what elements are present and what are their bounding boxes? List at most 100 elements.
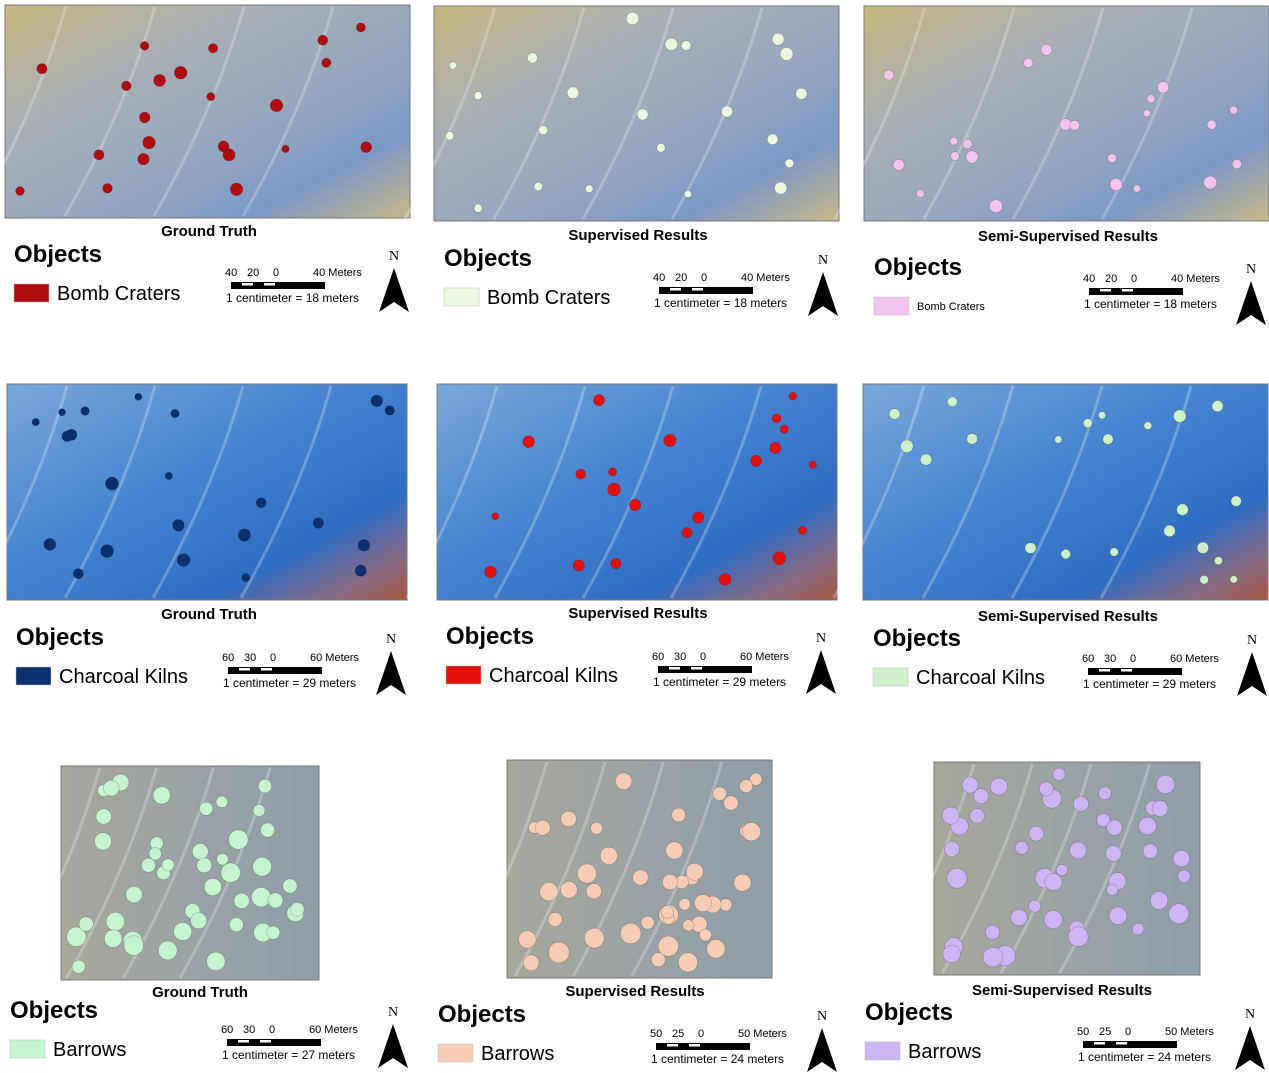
object-marker [519, 931, 536, 948]
object-marker [1061, 549, 1071, 559]
scale-bar-segment [669, 670, 680, 673]
object-marker [785, 159, 794, 168]
legend-label: Charcoal Kilns [59, 666, 188, 688]
object-marker [694, 894, 711, 911]
object-marker [1143, 110, 1150, 117]
object-marker [1098, 412, 1105, 419]
object-marker [527, 53, 537, 63]
object-marker [608, 483, 621, 496]
legend-title: Objects [438, 1001, 526, 1028]
object-marker [282, 145, 289, 152]
legend-label: Bomb Craters [57, 283, 180, 305]
object-marker [72, 960, 85, 973]
object-marker [1055, 436, 1062, 443]
object-marker [1053, 768, 1065, 780]
object-marker [561, 811, 576, 826]
object-marker [1177, 504, 1189, 516]
north-arrow [1237, 652, 1267, 696]
north-arrow [378, 1024, 408, 1068]
scale-bar-segment [670, 288, 681, 291]
object-marker [1169, 904, 1189, 924]
object-marker [889, 409, 900, 420]
map-caption: Semi-Supervised Results [978, 228, 1158, 245]
object-marker [200, 802, 213, 815]
object-marker [103, 780, 119, 796]
object-marker [139, 112, 150, 123]
object-marker [94, 833, 111, 850]
legend-title: Objects [14, 241, 102, 268]
object-marker [666, 842, 683, 859]
scale-label: 50 [650, 1028, 662, 1040]
object-marker [1070, 842, 1087, 859]
object-marker [385, 406, 394, 415]
object-marker [371, 395, 383, 407]
object-marker [593, 395, 604, 406]
scale-text: 1 centimeter = 18 meters [654, 296, 787, 310]
object-marker [106, 477, 119, 490]
scale-label: 30 [1104, 653, 1116, 665]
object-marker [1143, 844, 1158, 859]
object-marker [1132, 923, 1144, 935]
object-marker [192, 844, 208, 860]
object-marker [609, 468, 617, 476]
object-marker [122, 81, 132, 91]
object-marker [540, 882, 558, 900]
object-marker [230, 183, 242, 195]
object-marker [474, 204, 482, 212]
object-marker [174, 922, 192, 940]
object-marker [626, 12, 638, 24]
object-marker [1214, 557, 1222, 565]
object-marker [963, 139, 973, 149]
legend-title: Objects [865, 999, 953, 1026]
object-marker [893, 159, 904, 170]
object-marker [149, 847, 161, 859]
north-label: N [818, 253, 828, 268]
object-marker [16, 187, 25, 196]
object-marker [683, 920, 694, 931]
object-marker [313, 518, 323, 528]
object-marker [135, 393, 142, 400]
object-marker [173, 520, 185, 532]
object-marker [492, 513, 499, 520]
object-marker [140, 41, 149, 50]
scale-bar-segment [667, 1047, 678, 1050]
scale-label: 20 [247, 267, 259, 279]
object-marker [682, 527, 692, 537]
object-marker [234, 893, 249, 908]
legend-label: Barrows [53, 1039, 126, 1061]
map-caption: Ground Truth [152, 984, 248, 1001]
object-marker [355, 565, 366, 576]
object-marker [221, 863, 241, 883]
object-marker [798, 526, 806, 534]
object-marker [1107, 820, 1122, 835]
object-marker [1200, 575, 1209, 584]
map-panel: Ground TruthObjectsBomb Craters4020040 M… [0, 5, 410, 312]
north-label: N [817, 1009, 827, 1024]
object-marker [238, 529, 250, 541]
scale-text: 1 centimeter = 29 meters [223, 676, 356, 690]
object-marker [947, 868, 967, 888]
object-marker [973, 789, 988, 804]
object-marker [734, 874, 751, 891]
object-marker [534, 182, 542, 190]
object-marker [1164, 525, 1175, 536]
legend-title: Objects [446, 623, 534, 650]
object-marker [1039, 782, 1053, 796]
legend-title: Objects [873, 625, 961, 652]
legend-swatch [16, 667, 51, 685]
object-marker [1068, 927, 1088, 947]
scale-label: 50 [1077, 1026, 1089, 1038]
object-marker [44, 538, 56, 550]
legend-label: Charcoal Kilns [916, 667, 1045, 689]
object-marker [103, 183, 113, 193]
scale-text: 1 centimeter = 24 meters [651, 1052, 784, 1066]
object-marker [637, 109, 648, 120]
north-label: N [388, 1005, 398, 1020]
object-marker [767, 134, 778, 145]
legend-label: Charcoal Kilns [489, 665, 618, 687]
object-marker [96, 809, 111, 824]
object-marker [740, 780, 753, 793]
object-marker [1108, 154, 1117, 163]
object-marker [678, 953, 697, 972]
scale-bar-segment [242, 283, 253, 286]
